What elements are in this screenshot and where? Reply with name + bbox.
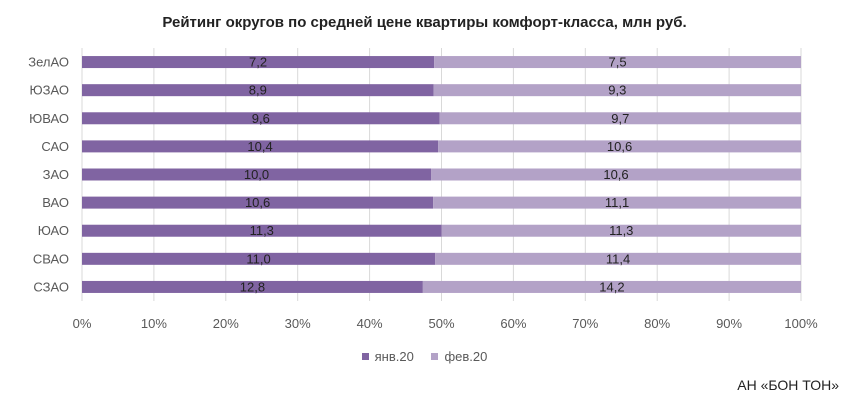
bar-segment-feb bbox=[433, 84, 801, 97]
data-label-jan: 10,6 bbox=[245, 195, 270, 210]
data-label-feb: 11,4 bbox=[606, 251, 630, 266]
data-label-feb: 10,6 bbox=[607, 139, 632, 154]
x-tick-label: 70% bbox=[572, 316, 598, 331]
data-label-jan: 12,8 bbox=[240, 279, 265, 294]
data-label-feb: 11,3 bbox=[609, 223, 633, 238]
bar-segment-jan bbox=[82, 84, 434, 97]
bar-segment-jan bbox=[82, 112, 440, 125]
y-category-label: ЗАО bbox=[43, 167, 69, 182]
x-tick-label: 80% bbox=[644, 316, 670, 331]
bar-segment-feb bbox=[422, 280, 801, 293]
legend-label-jan: янв.20 bbox=[374, 349, 414, 364]
bar-segment-jan bbox=[82, 140, 439, 153]
x-tick-label: 60% bbox=[500, 316, 526, 331]
y-category-label: ЮЗАО bbox=[30, 83, 69, 98]
x-tick-label: 50% bbox=[428, 316, 454, 331]
legend-item-jan: янв.20 bbox=[361, 349, 414, 364]
x-tick-label: 90% bbox=[716, 316, 742, 331]
x-tick-label: 30% bbox=[285, 316, 311, 331]
bar-segment-feb bbox=[433, 196, 801, 209]
data-label-feb: 10,6 bbox=[603, 167, 628, 182]
data-label-jan: 10,4 bbox=[247, 139, 272, 154]
bar-segment-feb bbox=[439, 112, 801, 125]
bar-segment-jan bbox=[82, 252, 436, 265]
chart-title: Рейтинг округов по средней цене квартиры… bbox=[162, 14, 687, 31]
legend-item-feb: фев.20 bbox=[431, 349, 487, 364]
bar-segment-feb bbox=[434, 56, 801, 69]
data-label-jan: 11,3 bbox=[250, 223, 274, 238]
bar-segment-jan bbox=[82, 56, 435, 69]
y-category-label: ЮАО bbox=[38, 223, 69, 238]
bar-segment-jan bbox=[82, 224, 442, 237]
data-label-feb: 9,3 bbox=[608, 83, 626, 98]
data-label-jan: 11,0 bbox=[246, 251, 270, 266]
x-tick-label: 10% bbox=[141, 316, 167, 331]
data-label-feb: 14,2 bbox=[599, 279, 624, 294]
data-label-feb: 7,5 bbox=[609, 55, 627, 70]
legend-swatch-jan bbox=[361, 353, 369, 360]
legend: янв.20 фев.20 bbox=[0, 348, 849, 364]
bar-segment-feb bbox=[441, 224, 801, 237]
x-tick-label: 20% bbox=[213, 316, 239, 331]
y-category-label: ВАО bbox=[42, 195, 69, 210]
legend-swatch-feb bbox=[431, 353, 439, 360]
y-category-label: САО bbox=[41, 139, 69, 154]
bar-segment-feb bbox=[435, 252, 801, 265]
y-category-label: СВАО bbox=[33, 251, 69, 266]
bar-segment-feb bbox=[431, 168, 801, 181]
data-label-jan: 10,0 bbox=[244, 167, 269, 182]
x-tick-label: 40% bbox=[357, 316, 383, 331]
x-tick-label: 100% bbox=[784, 316, 818, 331]
bar-segment-jan bbox=[82, 168, 432, 181]
data-label-jan: 8,9 bbox=[249, 83, 267, 98]
data-label-jan: 9,6 bbox=[252, 111, 270, 126]
y-category-label: ЗелАО bbox=[28, 55, 69, 70]
y-category-label: ЮВАО bbox=[29, 111, 69, 126]
bar-segment-feb bbox=[438, 140, 801, 153]
x-tick-label: 0% bbox=[73, 316, 92, 331]
bar-segment-jan bbox=[82, 280, 423, 293]
legend-label-feb: фев.20 bbox=[444, 349, 488, 364]
data-label-feb: 11,1 bbox=[605, 195, 629, 210]
y-category-label: СЗАО bbox=[33, 279, 69, 294]
source-credit: АН «БОН ТОН» bbox=[737, 377, 839, 393]
data-label-jan: 7,2 bbox=[249, 55, 267, 70]
bar-segment-jan bbox=[82, 196, 434, 209]
data-label-feb: 9,7 bbox=[611, 111, 629, 126]
